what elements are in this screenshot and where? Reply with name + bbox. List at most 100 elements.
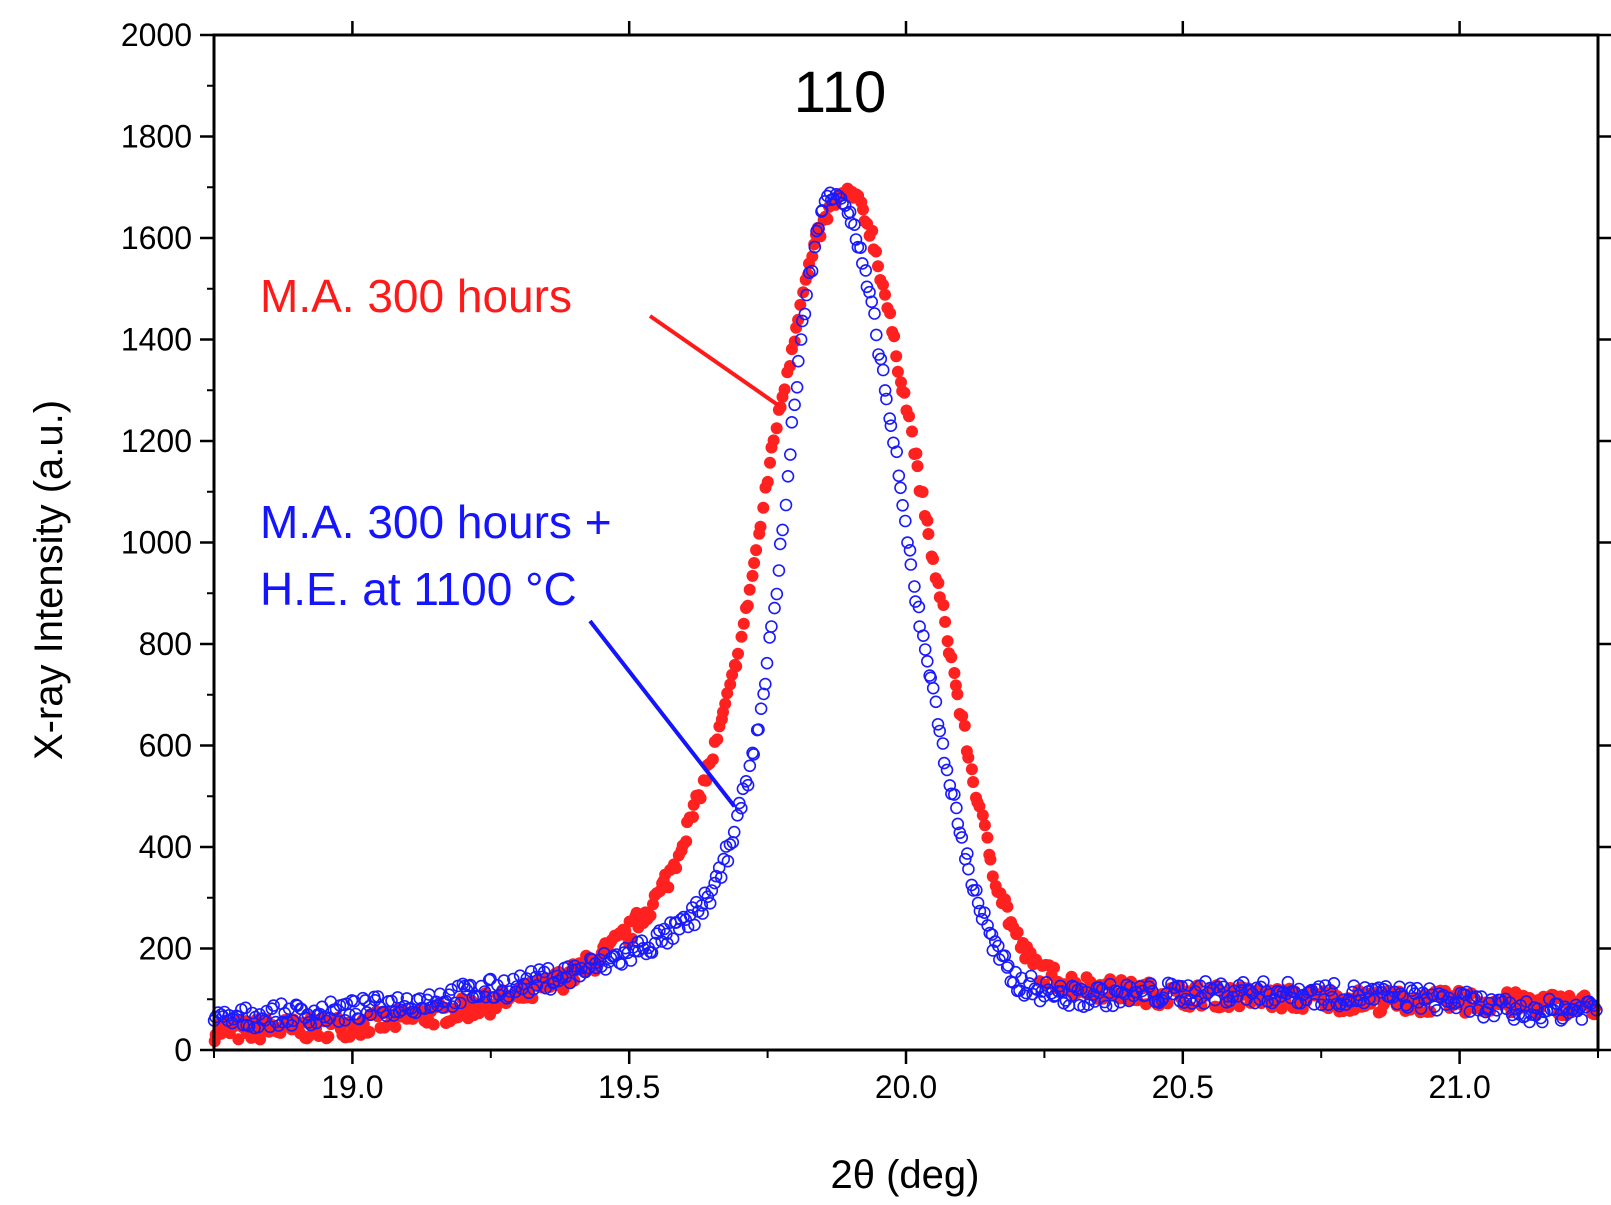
red-data-point <box>711 733 724 746</box>
blue-data-point <box>878 384 892 397</box>
blue-data-point <box>869 328 883 342</box>
blue-data-point <box>1214 977 1228 991</box>
red-data-point <box>767 434 780 447</box>
blue-data-point <box>484 972 497 986</box>
red-data-point <box>743 583 756 596</box>
blue-data-point <box>537 965 551 979</box>
y-tick-label: 1400 <box>121 322 192 358</box>
blue-data-point <box>933 724 947 738</box>
red-data-point <box>890 350 903 363</box>
blue-data-point <box>599 963 612 976</box>
blue-data-point <box>541 961 555 975</box>
blue-data-point <box>1244 984 1257 998</box>
annotation-ma-300h: M.A. 300 hours <box>260 270 572 322</box>
blue-data-point <box>936 737 950 750</box>
red-data-point <box>956 710 969 722</box>
blue-data-point <box>1423 982 1436 995</box>
blue-data-point <box>929 695 943 709</box>
red-data-point <box>797 286 810 299</box>
y-tick-label: 800 <box>139 626 192 662</box>
blue-data-point <box>868 307 881 320</box>
blue-data-point <box>1470 990 1483 1003</box>
x-tick-label: 21.0 <box>1428 1069 1490 1105</box>
blue-data-point <box>960 847 974 860</box>
blue-data-point <box>1554 1014 1568 1027</box>
blue-data-point <box>1590 1003 1603 1017</box>
red-data-point <box>911 460 924 473</box>
red-data-point <box>1115 974 1128 987</box>
red-data-point <box>750 544 763 557</box>
blue-data-point <box>352 1012 366 1026</box>
blue-data-point <box>1235 984 1248 997</box>
red-data-point <box>866 224 879 237</box>
blue-data-point <box>848 218 861 231</box>
blue-data-point <box>527 982 540 996</box>
blue-data-point <box>901 536 914 549</box>
blue-data-point <box>800 288 813 302</box>
blue-data-point <box>898 514 912 528</box>
blue-data-point <box>1323 983 1337 997</box>
blue-data-point <box>478 985 492 998</box>
red-data-point <box>967 776 980 788</box>
red-data-point <box>976 809 989 822</box>
blue-data-point <box>666 932 680 946</box>
blue-data-point <box>790 380 804 394</box>
red-data-point <box>363 1025 376 1038</box>
blue-data-point <box>1265 996 1279 1010</box>
blue-data-point <box>1386 991 1400 1004</box>
blue-data-point <box>962 862 975 876</box>
red-data-point <box>302 1030 315 1043</box>
red-data-point <box>895 376 907 389</box>
blue-data-point <box>701 890 715 904</box>
red-data-point <box>719 697 732 710</box>
blue-data-point <box>908 580 921 593</box>
blue-data-point <box>832 189 846 203</box>
blue-data-point <box>267 999 280 1012</box>
blue-data-point <box>1414 1002 1428 1015</box>
blue-data-point <box>760 656 774 670</box>
blue-data-point <box>876 363 890 377</box>
blue-data-point <box>1093 981 1106 994</box>
blue-data-point <box>497 974 511 987</box>
blue-data-point <box>479 990 493 1004</box>
blue-data-point <box>765 620 778 633</box>
red-data-point <box>921 514 934 527</box>
x-tick-label: 19.0 <box>321 1069 383 1105</box>
blue-data-point <box>1333 999 1346 1013</box>
blue-data-point <box>903 543 917 557</box>
red-data-point <box>965 763 978 776</box>
y-axis-ticks: 0 200 400 600 800 1000 1200 1400 1600 1800 2000 <box>121 17 1611 1068</box>
blue-data-point <box>731 808 744 822</box>
blue-data-point <box>509 985 522 999</box>
blue-data-point <box>237 1018 250 1032</box>
blue-data-point <box>385 994 398 1008</box>
blue-data-point <box>703 896 717 910</box>
red-data-point <box>1011 926 1024 939</box>
blue-data-point <box>530 979 544 992</box>
blue-data-point <box>916 629 930 643</box>
blue-data-point <box>781 469 795 483</box>
blue-data-point <box>971 896 985 910</box>
red-data-point <box>794 298 807 311</box>
blue-data-point <box>723 838 737 851</box>
red-data-point <box>891 365 904 378</box>
blue-data-point <box>1144 977 1157 990</box>
red-data-point <box>806 250 819 263</box>
x-axis-title: 2θ (deg) <box>831 1153 980 1197</box>
blue-data-point <box>757 687 770 701</box>
red-data-point <box>932 577 945 589</box>
blue-data-point <box>590 961 603 975</box>
blue-data-point <box>734 801 748 815</box>
blue-data-point <box>506 972 520 986</box>
red-data-point <box>687 811 699 823</box>
annotation-ma-300h-pointer <box>648 314 780 408</box>
red-data-point <box>232 1033 245 1046</box>
red-data-point <box>872 260 884 273</box>
blue-data-point <box>940 763 954 777</box>
red-data-point <box>552 965 565 978</box>
blue-data-point <box>364 1008 377 1022</box>
blue-data-point <box>563 976 577 990</box>
blue-data-point <box>1048 989 1062 1002</box>
blue-data-point <box>1001 959 1015 972</box>
blue-data-point <box>436 1001 450 1014</box>
